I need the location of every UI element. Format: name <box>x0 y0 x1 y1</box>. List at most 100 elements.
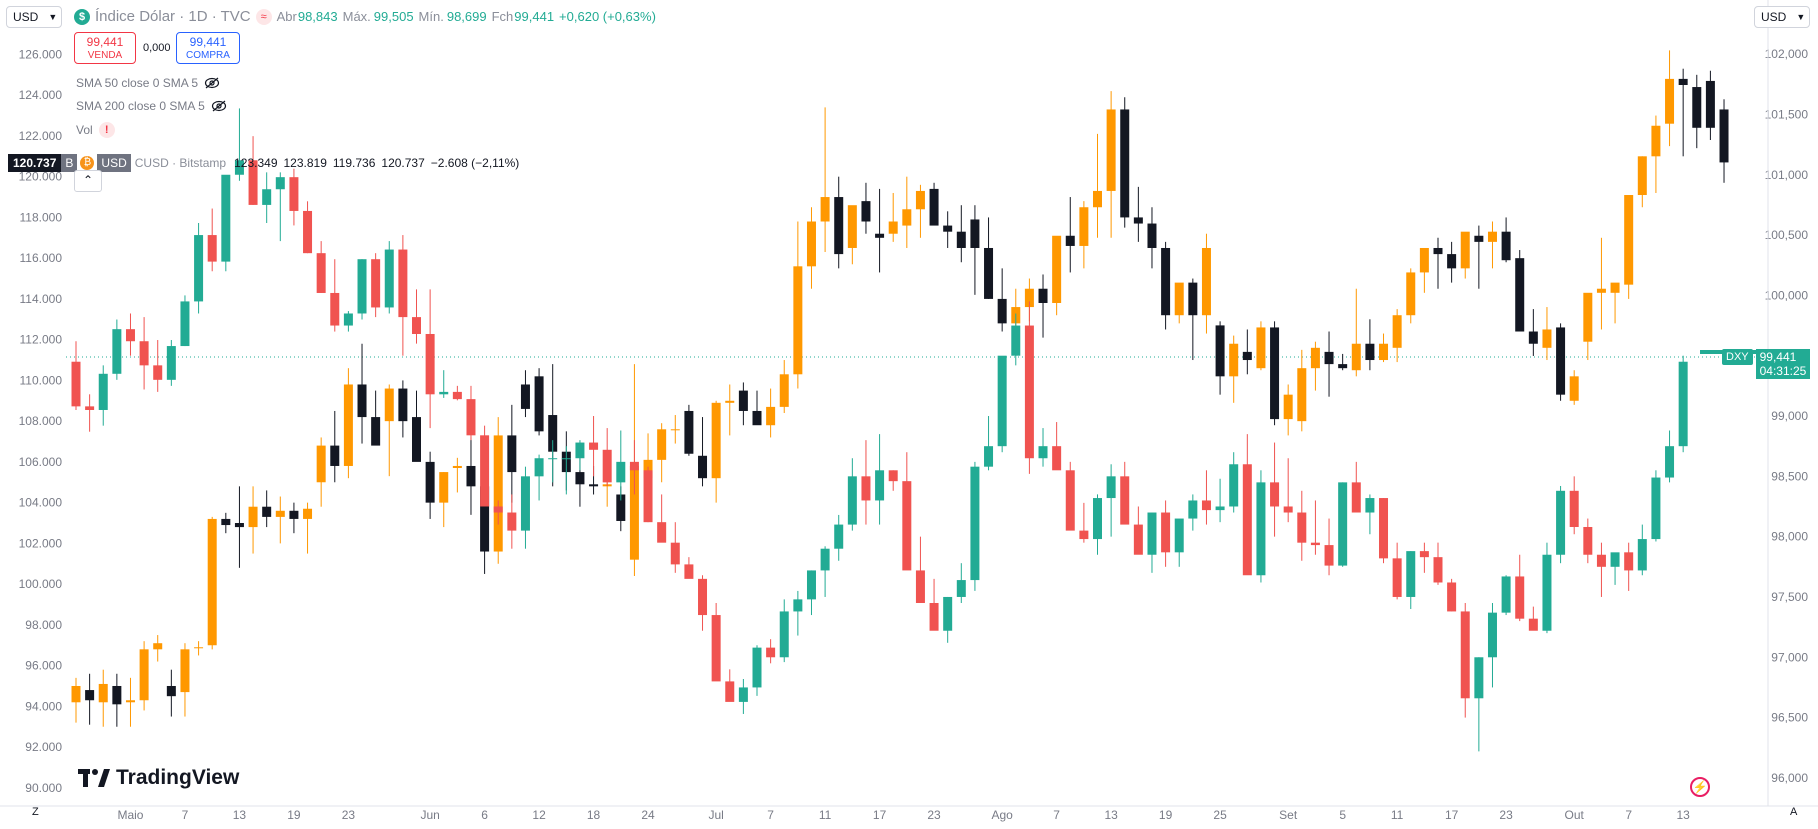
btc-candle-body <box>698 455 708 479</box>
left-axis-tick: 118.000 <box>20 210 63 224</box>
dxy-candle-body <box>98 373 108 410</box>
currency-select-left[interactable]: USD ▼ <box>6 6 62 28</box>
dxy-candle-body <box>589 442 599 450</box>
dxy-candle-body <box>71 361 81 407</box>
overlay-low: 119.736 <box>332 156 376 170</box>
overlay-high: 123.819 <box>283 156 327 170</box>
dxy-candle-body <box>398 249 408 318</box>
btc-candle-body <box>303 508 313 519</box>
btc-candle-body <box>1487 231 1497 242</box>
indicator-sma200[interactable]: SMA 200 close 0 SMA 5 <box>76 99 227 113</box>
dxy-candle-body <box>412 317 421 334</box>
btc-candle-body <box>1365 343 1375 361</box>
currency-select-right[interactable]: USD ▼ <box>1754 6 1810 28</box>
btc-candle-body <box>1392 315 1402 348</box>
btc-candle-body <box>1201 247 1211 316</box>
dxy-candle-body <box>1324 545 1334 566</box>
btc-candle-body <box>480 486 490 552</box>
right-axis-tick: 102,000 <box>1765 47 1809 61</box>
btc-candle-body <box>943 225 953 232</box>
dxy-candle-body <box>480 435 490 507</box>
dxy-candle-body <box>303 210 313 254</box>
dxy-candle-body <box>997 355 1007 447</box>
btc-candle-body <box>1324 351 1334 365</box>
dxy-candle-body <box>371 259 381 308</box>
btc-candle-body <box>112 685 122 705</box>
dxy-candle-body <box>861 476 871 501</box>
dxy-candle-body <box>112 329 122 374</box>
close-label: Fch <box>491 9 514 24</box>
btc-candle-body <box>1596 288 1606 293</box>
dxy-candle-body <box>1392 558 1402 597</box>
btc-candle-body <box>766 406 776 426</box>
warning-icon[interactable]: ! <box>98 122 115 138</box>
dxy-candle-body <box>153 365 163 380</box>
btc-candle-body <box>1229 343 1239 377</box>
btc-candle-body <box>1651 125 1661 157</box>
btc-candle-body <box>1460 231 1470 269</box>
left-axis-tick: 126.000 <box>19 47 63 61</box>
dxy-candle-body <box>670 542 680 565</box>
overlay-symbol-name[interactable]: CUSD · Bitstamp <box>134 156 227 170</box>
flash-icon[interactable]: ⚡ <box>1690 777 1710 797</box>
eye-hidden-icon[interactable] <box>204 77 220 89</box>
dxy-candle-body <box>1419 551 1429 558</box>
right-axis-tick: 101,000 <box>1765 168 1809 182</box>
time-axis-label: 23 <box>342 808 356 822</box>
btc-candle-body <box>248 506 258 528</box>
dxy-candle-body <box>1229 464 1239 507</box>
btc-candle-body <box>1079 207 1089 246</box>
dxy-candle-body <box>1665 446 1675 478</box>
tradingview-logo[interactable]: TradingView <box>78 766 239 790</box>
btc-candle-body <box>466 465 476 487</box>
open-value: 98,843 <box>297 9 338 24</box>
indicator-sma50[interactable]: SMA 50 close 0 SMA 5 <box>76 76 220 90</box>
btc-candle-body <box>275 510 285 517</box>
auto-scale-button[interactable]: A <box>1790 806 1798 818</box>
buy-button[interactable]: 99,441 COMPRA <box>176 32 240 64</box>
time-axis-label: Set <box>1279 808 1298 822</box>
dxy-candle-body <box>806 570 816 600</box>
btc-candle-body <box>343 384 353 466</box>
dxy-candle-body <box>493 506 503 513</box>
time-axis-label: 18 <box>587 808 601 822</box>
dxy-candle-body <box>1024 325 1034 459</box>
collapse-legend-button[interactable]: ⌃ <box>74 170 102 192</box>
right-axis-tick: 98,500 <box>1771 469 1808 483</box>
dxy-candle-body <box>1487 612 1497 658</box>
bitcoin-icon: ₿ <box>80 156 95 170</box>
btc-candle-body <box>1106 109 1116 191</box>
zoom-button[interactable]: Z <box>32 806 39 818</box>
btc-candle-body <box>875 233 885 238</box>
dxy-candle-body <box>1624 552 1634 571</box>
dxy-candle-body <box>1651 477 1661 540</box>
time-axis-label: Maio <box>117 808 143 822</box>
btc-candle-body <box>1705 80 1715 128</box>
dxy-candle-body <box>657 522 667 543</box>
buy-label: COMPRA <box>186 50 230 61</box>
sell-button[interactable]: 99,441 VENDA <box>74 32 136 64</box>
eye-hidden-icon[interactable] <box>211 100 227 112</box>
right-axis-tick: 98,000 <box>1771 530 1808 544</box>
dxy-candle-body <box>534 458 544 477</box>
dxy-candle-body <box>466 399 476 436</box>
indicator-volume[interactable]: Vol ! <box>76 122 115 138</box>
btc-candle-body <box>425 461 435 503</box>
dxy-candle-body <box>439 391 449 395</box>
btc-candle-body <box>1161 247 1171 316</box>
dxy-candles <box>71 108 1688 752</box>
time-axis-label: 12 <box>532 808 546 822</box>
time-axis-label: 19 <box>287 808 301 822</box>
btc-candle-body <box>752 410 762 426</box>
dxy-candle-body <box>1406 551 1416 597</box>
dxy-candle-body <box>1474 657 1484 699</box>
btc-candle-body <box>85 690 95 701</box>
btc-candle-body <box>711 402 721 479</box>
dxy-candle-body <box>738 687 748 702</box>
dxy-candle-body <box>1515 576 1525 619</box>
sell-price: 99,441 <box>86 35 124 49</box>
btc-candle-body <box>1528 331 1538 344</box>
symbol-title[interactable]: Índice Dólar · 1D · TVC <box>95 8 251 25</box>
time-axis-label: 13 <box>1104 808 1118 822</box>
